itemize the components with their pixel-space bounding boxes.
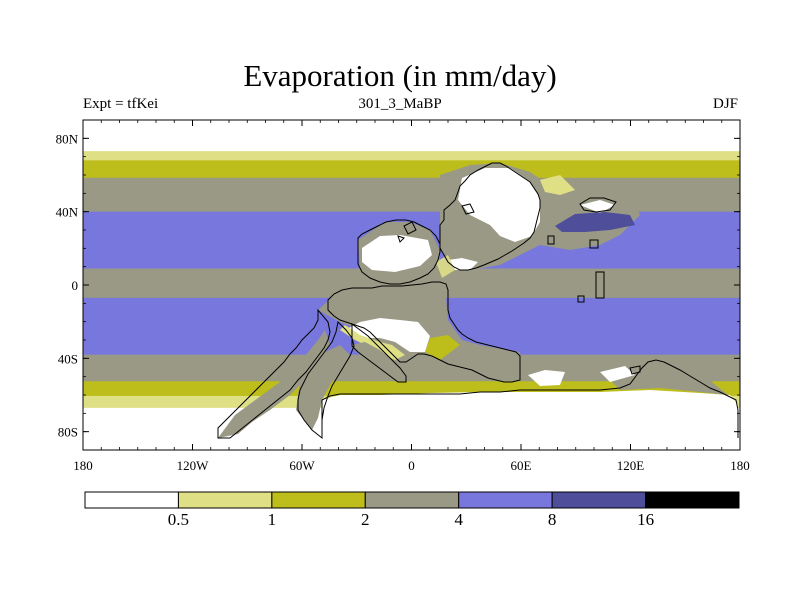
time-label: 301_3_MaBP <box>358 96 442 112</box>
y-tick-label: 80N <box>56 131 79 146</box>
ocean-band <box>83 177 740 213</box>
x-tick-label: 60E <box>511 458 532 473</box>
colorbar-swatch <box>458 491 553 509</box>
y-tick-label: 80S <box>58 425 78 440</box>
season-label: DJF <box>712 96 738 112</box>
x-axis: 180 120W 60W 0 60E 120E 180 <box>73 120 750 473</box>
land-field-high-evap-spot <box>555 212 635 232</box>
colorbar-swatch <box>645 491 740 509</box>
coastline-islands <box>397 197 641 375</box>
land-field-antarctica <box>322 390 738 438</box>
x-tick-label: 180 <box>730 458 750 473</box>
land-field-antarctica-east-gray <box>600 355 728 395</box>
y-tick-label: 40N <box>56 205 79 220</box>
ocean-band <box>83 151 740 161</box>
colorbar-swatch <box>271 491 366 509</box>
x-tick-label: 120E <box>617 458 645 473</box>
x-tick-label: 180 <box>73 458 93 473</box>
y-axis: 80N 40N 0 40S 80S <box>56 131 740 440</box>
land-field-south-arm-central <box>296 345 350 430</box>
land-field-gondwana-ochre <box>425 335 460 360</box>
land-field-nw-small-white <box>448 258 478 270</box>
colorbar-swatch <box>364 491 460 509</box>
x-tick-label: 0 <box>408 458 415 473</box>
coastlines <box>217 162 739 440</box>
land-field-nw-yellow-ring <box>436 255 455 278</box>
y-tick-label: 40S <box>58 351 78 366</box>
colorbar-swatch <box>551 491 647 509</box>
land-field-nw-white <box>362 235 432 272</box>
land-field-north-polar-ice <box>83 120 740 138</box>
coastline-northwest-gondwana <box>357 219 441 285</box>
x-tick-label: 60W <box>289 458 315 473</box>
colorbar: 0.5 1 2 4 8 16 <box>84 491 740 529</box>
colorbar-label: 16 <box>637 510 654 529</box>
ocean-band <box>83 160 740 179</box>
colorbar-swatch <box>177 491 273 509</box>
experiment-label: Expt = tfKei <box>83 96 159 112</box>
land-field-gondwana-white <box>345 318 430 352</box>
colorbar-label: 8 <box>548 510 557 529</box>
y-tick-label: 0 <box>72 278 79 293</box>
land-field-laurasia-small-white <box>580 200 615 213</box>
colorbar-label: 1 <box>268 510 277 529</box>
coastline-laurasia <box>439 162 541 271</box>
coastline-south-arm-central <box>297 320 355 440</box>
coastline-south-arm-west <box>217 308 331 439</box>
chart-title: Evaporation (in mm/day) <box>243 58 557 93</box>
land-field-laurasia-interior-white <box>458 168 540 242</box>
land-field-south-arm-west <box>218 330 330 438</box>
colorbar-label: 4 <box>454 510 463 529</box>
coastline-antarctica <box>321 359 739 438</box>
coastline-south-arm-east <box>351 323 407 383</box>
land-field-laurasia-edge-yellow <box>540 175 575 195</box>
colorbar-label: 0.5 <box>168 510 189 529</box>
land-field-south-arm-east <box>350 342 405 378</box>
coastline-gondwana <box>327 281 521 383</box>
land-field-antarctica-east-white-spots <box>528 366 635 386</box>
x-tick-label: 120W <box>177 458 210 473</box>
colorbar-swatch <box>84 491 179 509</box>
colorbar-label: 2 <box>361 510 370 529</box>
